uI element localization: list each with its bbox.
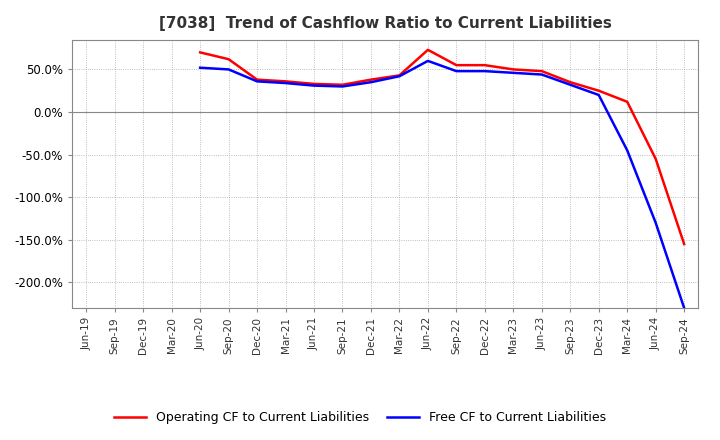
Line: Operating CF to Current Liabilities: Operating CF to Current Liabilities bbox=[200, 50, 684, 244]
Operating CF to Current Liabilities bbox=[253, 77, 261, 82]
Free CF to Current Liabilities bbox=[310, 83, 318, 88]
Free CF to Current Liabilities bbox=[338, 84, 347, 89]
Legend: Operating CF to Current Liabilities, Free CF to Current Liabilities: Operating CF to Current Liabilities, Fre… bbox=[109, 407, 611, 429]
Free CF to Current Liabilities bbox=[566, 82, 575, 88]
Operating CF to Current Liabilities bbox=[395, 73, 404, 78]
Operating CF to Current Liabilities bbox=[595, 88, 603, 93]
Operating CF to Current Liabilities bbox=[566, 80, 575, 85]
Free CF to Current Liabilities bbox=[282, 81, 290, 86]
Free CF to Current Liabilities bbox=[366, 80, 375, 85]
Free CF to Current Liabilities bbox=[595, 92, 603, 98]
Operating CF to Current Liabilities bbox=[338, 82, 347, 88]
Free CF to Current Liabilities bbox=[537, 72, 546, 77]
Operating CF to Current Liabilities bbox=[452, 62, 461, 68]
Free CF to Current Liabilities bbox=[423, 58, 432, 63]
Operating CF to Current Liabilities bbox=[623, 99, 631, 104]
Operating CF to Current Liabilities bbox=[537, 69, 546, 74]
Operating CF to Current Liabilities bbox=[366, 77, 375, 82]
Operating CF to Current Liabilities bbox=[423, 47, 432, 52]
Free CF to Current Liabilities bbox=[623, 148, 631, 153]
Free CF to Current Liabilities bbox=[225, 67, 233, 72]
Operating CF to Current Liabilities bbox=[680, 242, 688, 247]
Free CF to Current Liabilities bbox=[395, 73, 404, 79]
Free CF to Current Liabilities bbox=[452, 69, 461, 74]
Free CF to Current Liabilities bbox=[253, 79, 261, 84]
Operating CF to Current Liabilities bbox=[652, 156, 660, 161]
Operating CF to Current Liabilities bbox=[480, 62, 489, 68]
Operating CF to Current Liabilities bbox=[310, 81, 318, 87]
Free CF to Current Liabilities bbox=[480, 69, 489, 74]
Operating CF to Current Liabilities bbox=[509, 67, 518, 72]
Operating CF to Current Liabilities bbox=[196, 50, 204, 55]
Operating CF to Current Liabilities bbox=[225, 57, 233, 62]
Free CF to Current Liabilities bbox=[652, 220, 660, 225]
Title: [7038]  Trend of Cashflow Ratio to Current Liabilities: [7038] Trend of Cashflow Ratio to Curren… bbox=[159, 16, 611, 32]
Line: Free CF to Current Liabilities: Free CF to Current Liabilities bbox=[200, 61, 684, 308]
Free CF to Current Liabilities bbox=[196, 65, 204, 70]
Free CF to Current Liabilities bbox=[509, 70, 518, 76]
Free CF to Current Liabilities bbox=[680, 305, 688, 311]
Operating CF to Current Liabilities bbox=[282, 79, 290, 84]
